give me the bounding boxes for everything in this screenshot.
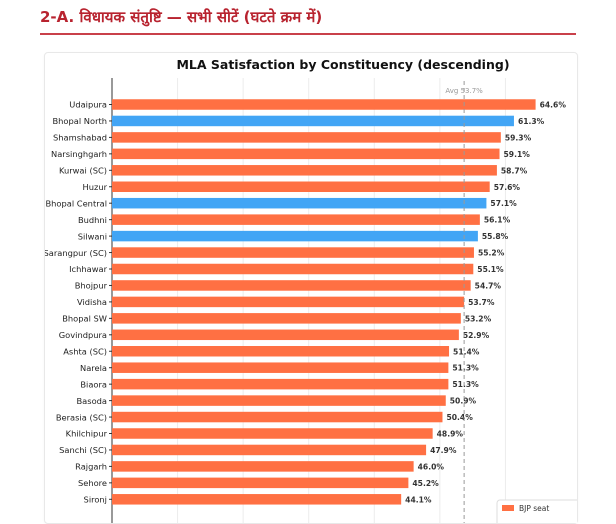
category-label: Basoda bbox=[76, 396, 107, 406]
category-label: Ashta (SC) bbox=[63, 346, 107, 356]
bar bbox=[112, 444, 427, 456]
data-label: 55.8% bbox=[482, 232, 509, 241]
bar bbox=[112, 378, 449, 390]
category-label: Sanchi (SC) bbox=[59, 445, 107, 455]
data-label: 50.4% bbox=[446, 413, 473, 422]
bar bbox=[112, 428, 433, 439]
chart-title: MLA Satisfaction by Constituency (descen… bbox=[176, 57, 509, 72]
data-label: 46.0% bbox=[418, 462, 445, 471]
bar bbox=[112, 329, 459, 341]
category-label: Bhopal North bbox=[52, 116, 107, 126]
bar bbox=[112, 494, 402, 505]
data-label: 45.2% bbox=[412, 479, 439, 488]
bar bbox=[112, 263, 474, 275]
data-label: 44.1% bbox=[405, 495, 432, 504]
category-label: Bhopal Central bbox=[45, 198, 107, 208]
category-label: Sironj bbox=[84, 495, 107, 505]
bar bbox=[112, 461, 414, 472]
average-label: Avg 53.7% bbox=[445, 87, 483, 95]
category-label: Huzur bbox=[82, 182, 107, 192]
data-label: 56.1% bbox=[484, 216, 511, 225]
bar bbox=[112, 214, 480, 225]
bar bbox=[112, 148, 500, 160]
satisfaction-bar-chart: Udaipura 64.6% Bhopal North 61.3% Shamshabad… bbox=[45, 57, 577, 523]
bar bbox=[112, 280, 471, 291]
data-label: 57.1% bbox=[490, 199, 517, 208]
bar bbox=[112, 411, 443, 423]
bar bbox=[112, 99, 536, 110]
bar bbox=[112, 346, 450, 357]
category-label: Narela bbox=[80, 363, 107, 373]
category-label: Narsinghgarh bbox=[51, 149, 107, 159]
data-label: 50.9% bbox=[450, 397, 477, 406]
data-label: 59.3% bbox=[505, 133, 532, 142]
data-label: 55.1% bbox=[477, 265, 504, 274]
category-label: Kurwai (SC) bbox=[59, 166, 107, 176]
legend-swatch-bjp bbox=[502, 505, 514, 511]
bar bbox=[112, 132, 501, 143]
data-label: 51.4% bbox=[453, 347, 480, 356]
bar bbox=[112, 477, 409, 489]
category-label: Silwani bbox=[78, 231, 107, 241]
category-label: Vidisha bbox=[77, 297, 107, 307]
data-label: 59.1% bbox=[504, 150, 531, 159]
data-label: 64.6% bbox=[540, 101, 567, 110]
category-label: Rajgarh bbox=[75, 462, 107, 472]
category-label: Budhni bbox=[78, 215, 107, 225]
data-label: 61.3% bbox=[518, 117, 545, 126]
category-label: Govindpura bbox=[59, 330, 107, 340]
data-label: 51.3% bbox=[452, 364, 479, 373]
bar bbox=[112, 395, 446, 406]
data-label: 47.9% bbox=[430, 446, 457, 455]
category-label: Ichhawar bbox=[69, 264, 107, 274]
data-label: 51.3% bbox=[452, 380, 479, 389]
legend-label-bjp: BJP seat bbox=[519, 504, 549, 513]
data-label: 53.7% bbox=[468, 298, 495, 307]
bar bbox=[112, 197, 487, 209]
category-label: Biaora bbox=[80, 379, 107, 389]
category-label: Bhopal SW bbox=[62, 314, 107, 324]
bar bbox=[112, 362, 449, 373]
bar bbox=[112, 247, 474, 258]
data-label: 53.2% bbox=[465, 314, 492, 323]
section-title: 2-A. विधायक संतुष्टि — सभी सीटें (घटते क… bbox=[40, 8, 323, 26]
category-label: Shamshabad bbox=[53, 133, 107, 143]
data-label: 52.9% bbox=[463, 331, 490, 340]
bar bbox=[112, 313, 461, 324]
data-label: 48.9% bbox=[437, 430, 464, 439]
data-label: 55.2% bbox=[478, 249, 505, 258]
category-label: Berasia (SC) bbox=[56, 412, 107, 422]
bar bbox=[112, 165, 497, 176]
section-divider bbox=[40, 33, 576, 35]
category-label: Udaipura bbox=[69, 100, 107, 110]
bar bbox=[112, 181, 490, 192]
data-label: 57.6% bbox=[494, 183, 521, 192]
data-label: 54.7% bbox=[475, 281, 502, 290]
category-label: Sehore bbox=[78, 478, 107, 488]
bar bbox=[112, 296, 465, 308]
bar bbox=[112, 115, 514, 127]
chart-card: Udaipura 64.6% Bhopal North 61.3% Shamshabad… bbox=[44, 52, 578, 524]
bar bbox=[112, 230, 478, 242]
category-label: Khilchipur bbox=[66, 429, 108, 439]
data-label: 58.7% bbox=[501, 166, 528, 175]
category-label: Sarangpur (SC) bbox=[45, 248, 107, 258]
category-label: Bhojpur bbox=[75, 281, 108, 291]
